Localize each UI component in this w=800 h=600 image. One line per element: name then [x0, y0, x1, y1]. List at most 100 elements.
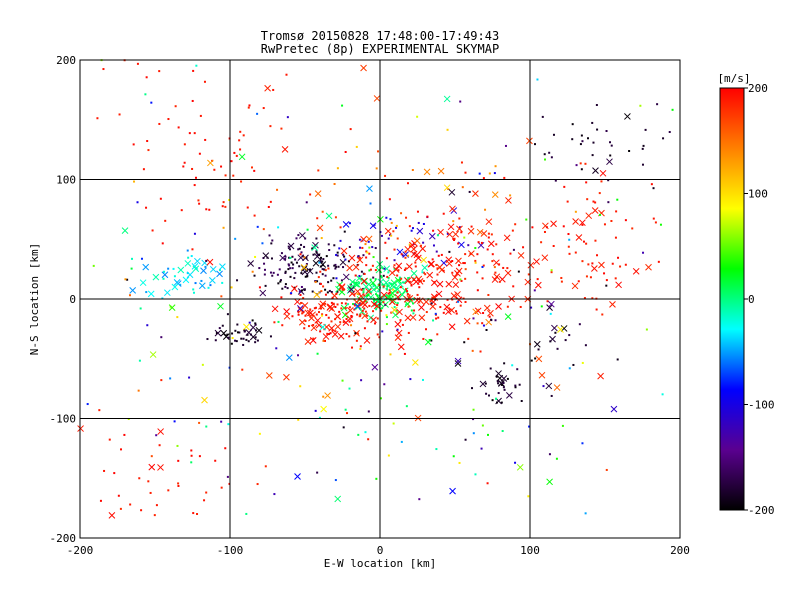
- scatter-point-dot: [173, 275, 176, 278]
- scatter-point-dot: [318, 311, 321, 314]
- scatter-point-dot: [291, 267, 294, 270]
- scatter-point-x: [451, 273, 459, 281]
- scatter-point-dot: [393, 267, 396, 270]
- scatter-point-x: [363, 337, 371, 344]
- scatter-point-dot: [262, 228, 265, 231]
- scatter-point-dot: [378, 336, 381, 339]
- scatter-point-dot: [320, 256, 323, 259]
- scatter-point-dot: [316, 253, 319, 256]
- scatter-point-dot: [206, 338, 209, 341]
- scatter-point-dot: [234, 339, 237, 342]
- scatter-point-x: [360, 277, 368, 285]
- scatter-point-x: [410, 276, 418, 283]
- scatter-point-dot: [263, 262, 266, 265]
- scatter-point-dot: [316, 217, 319, 220]
- scatter-point-x: [430, 279, 438, 287]
- scatter-point-dot: [407, 277, 410, 280]
- scatter-point-x: [370, 316, 377, 324]
- scatter-point-dot: [567, 233, 570, 236]
- scatter-point-dot: [256, 483, 259, 486]
- scatter-point-dot: [284, 283, 287, 286]
- scatter-point-x: [334, 495, 342, 503]
- scatter-point-dot: [463, 236, 466, 239]
- scatter-point-dot: [169, 377, 172, 380]
- scatter-point-dot: [458, 461, 461, 464]
- scatter-point-dot: [442, 311, 445, 314]
- scatter-point-dot: [460, 279, 463, 282]
- scatter-point-dot: [278, 268, 281, 271]
- scatter-point-dot: [138, 477, 141, 480]
- scatter-point-dot: [224, 205, 227, 208]
- scatter-point-dot: [595, 104, 598, 107]
- scatter-point-dot: [367, 240, 370, 243]
- scatter-point-x: [394, 334, 402, 341]
- scatter-point-dot: [364, 431, 367, 434]
- scatter-point-dot: [273, 321, 276, 324]
- scatter-point-x: [491, 191, 499, 198]
- scatter-point-dot: [333, 244, 336, 247]
- scatter-point-dot: [147, 480, 150, 483]
- scatter-point-dot: [376, 294, 379, 297]
- scatter-point-dot: [661, 393, 664, 396]
- scatter-point-dot: [320, 314, 323, 317]
- scatter-point-dot: [350, 316, 353, 319]
- scatter-point-dot: [469, 253, 472, 256]
- scatter-point-dot: [387, 276, 390, 279]
- scatter-point-x: [142, 263, 150, 271]
- scatter-point-dot: [642, 144, 645, 147]
- scatter-point-dot: [199, 114, 202, 117]
- scatter-point-x: [422, 298, 430, 306]
- scatter-point-dot: [273, 493, 276, 496]
- x-axis-ticks: -200 -100 0 100 200: [67, 544, 690, 557]
- scatter-point-dot: [581, 223, 584, 226]
- scatter-point-dot: [470, 225, 473, 228]
- scatter-point-dot: [299, 293, 302, 296]
- scatter-point-dot: [318, 416, 321, 419]
- scatter-point-dot: [369, 278, 372, 281]
- scatter-point-dot: [580, 168, 583, 171]
- scatter-point-dot: [130, 267, 133, 270]
- scatter-point-x: [338, 284, 345, 291]
- scatter-point-x: [373, 95, 381, 102]
- scatter-point-x: [209, 265, 217, 273]
- scatter-point-x: [420, 256, 428, 264]
- scatter-point-dot: [462, 262, 465, 265]
- scatter-point-dot: [222, 201, 225, 204]
- scatter-point-dot: [467, 244, 470, 247]
- scatter-point-dot: [320, 290, 323, 293]
- scatter-point-dot: [446, 298, 449, 301]
- scatter-point-dot: [481, 424, 484, 427]
- scatter-point-dot: [119, 507, 122, 510]
- scatter-point-x: [452, 230, 459, 238]
- scatter-point-dot: [418, 279, 421, 282]
- scatter-point-x: [247, 260, 255, 267]
- scatter-point-dot: [435, 448, 438, 451]
- scatter-point-dot: [334, 263, 337, 266]
- scatter-point-dot: [317, 169, 320, 172]
- scatter-point-dot: [356, 313, 359, 316]
- scatter-point-dot: [514, 384, 517, 387]
- scatter-point-dot: [315, 306, 318, 309]
- scatter-point-dot: [298, 265, 301, 268]
- scatter-point-dot: [142, 168, 145, 171]
- scatter-point-dot: [396, 274, 399, 277]
- scatter-point-dot: [200, 279, 203, 282]
- scatter-point-x: [409, 314, 417, 321]
- scatter-point-dot: [581, 140, 584, 143]
- scatter-point-dot: [177, 126, 180, 129]
- scatter-point-x: [361, 312, 369, 320]
- scatter-point-dot: [562, 225, 565, 228]
- scatter-point-dot: [318, 254, 321, 257]
- scatter-point-dot: [385, 294, 388, 297]
- scatter-point-dot: [315, 250, 318, 253]
- scatter-point-dot: [277, 282, 280, 285]
- scatter-point-dot: [299, 385, 302, 388]
- scatter-point-dot: [96, 117, 99, 120]
- scatter-point-dot: [226, 313, 229, 316]
- scatter-point-dot: [358, 274, 361, 277]
- scatter-point-dot: [451, 271, 454, 274]
- scatter-point-dot: [193, 132, 196, 135]
- scatter-point-dot: [234, 237, 237, 240]
- scatter-point-dot: [495, 401, 498, 404]
- scatter-point-dot: [512, 285, 515, 288]
